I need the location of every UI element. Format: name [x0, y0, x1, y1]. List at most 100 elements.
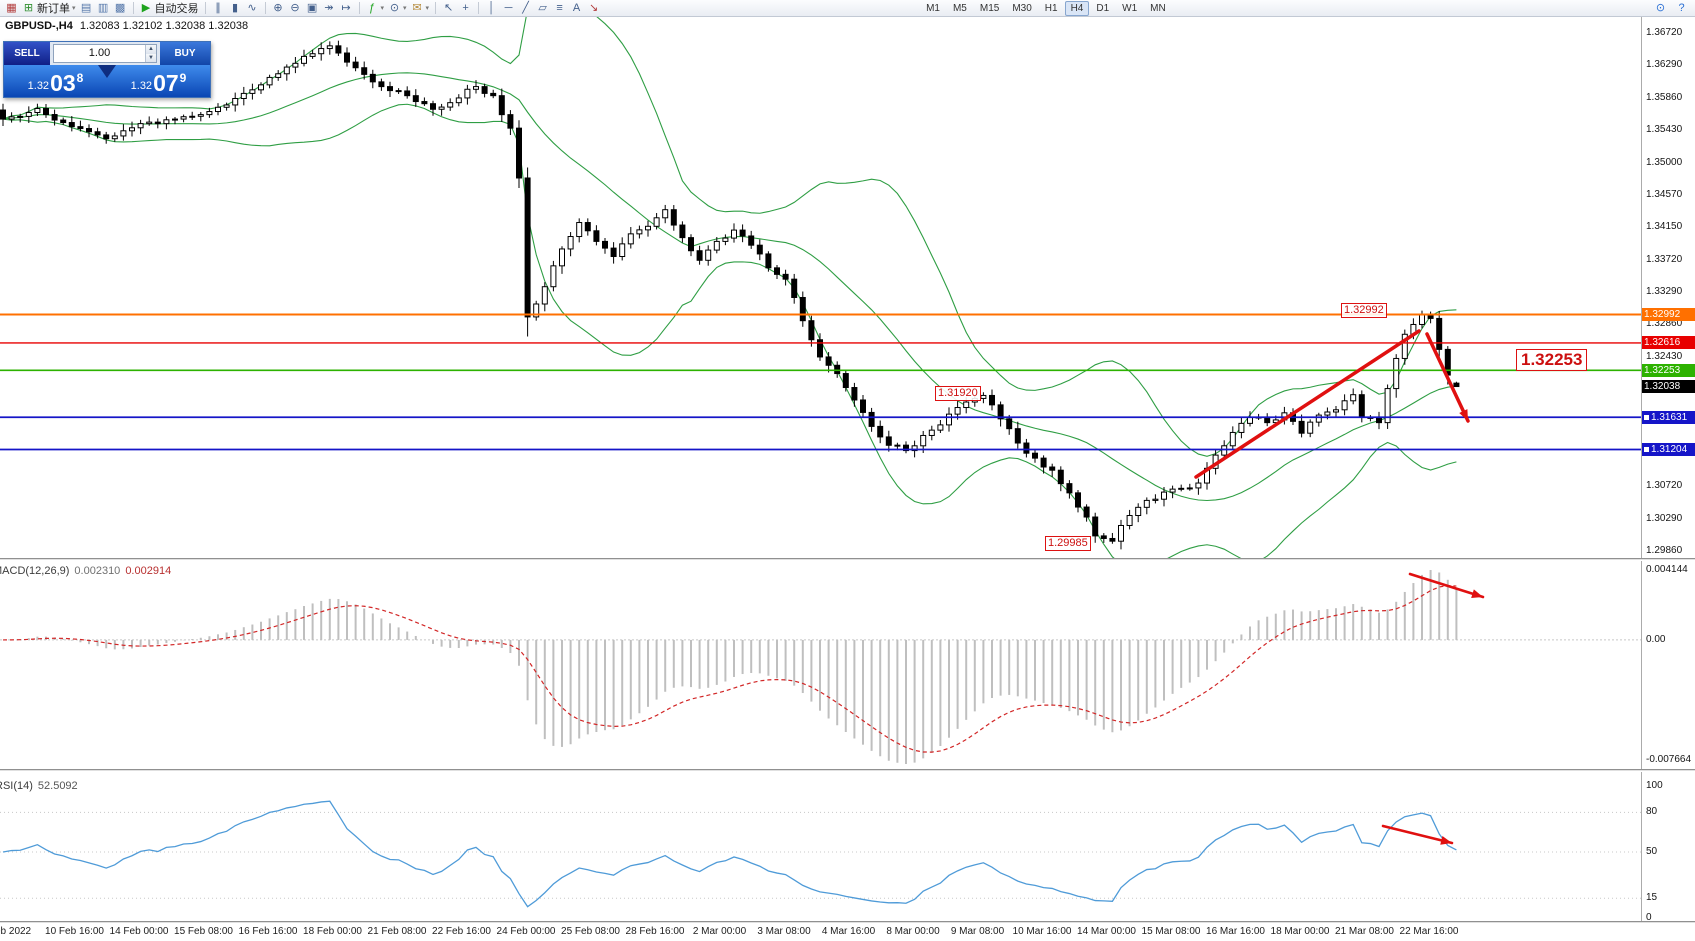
periods-icon[interactable]: ⊙ ▾: [386, 1, 409, 16]
timeframe-button-w1[interactable]: W1: [1122, 2, 1138, 14]
time-axis-label: 18 Feb 00:00: [303, 926, 362, 937]
trendline-icon[interactable]: ╱: [517, 1, 534, 16]
price-level-badge: 1.31204: [1642, 443, 1695, 456]
tile-windows-icon-glyph: ▣: [306, 1, 318, 14]
price-level-badge: 1.32992: [1642, 308, 1695, 321]
macd-value-main: 0.002310: [74, 565, 121, 577]
price-level-badge: 1.31631: [1642, 410, 1695, 424]
equidistant-channel-icon-glyph: ▱: [538, 1, 547, 14]
profiles-icon[interactable]: ▥: [95, 1, 112, 16]
line-chart-icon[interactable]: ∿: [244, 1, 261, 16]
timeframe-button-m30[interactable]: M30: [1012, 2, 1032, 14]
periods-icon-glyph: ⊙: [389, 1, 400, 14]
timeframe-button-m15[interactable]: M15: [979, 2, 1000, 14]
time-axis-label: 10 Feb 16:00: [45, 926, 104, 937]
toolbar-separator: [435, 2, 437, 14]
price-axis[interactable]: 1.36720 1.36290 1.35860 1.35430 1.35000 1.345…: [1641, 17, 1695, 941]
templates-icon-glyph: ✉: [412, 1, 422, 14]
price-axis-label: 1.36290: [1646, 59, 1683, 71]
buy-button[interactable]: BUY: [160, 42, 210, 65]
volume-stepper: ▲ ▼: [145, 45, 156, 62]
fibonacci-icon-glyph: ≡: [556, 1, 563, 14]
auto-trading-button[interactable]: ▶ 自动交易: [138, 1, 201, 16]
timeframe-button-m5[interactable]: M5: [952, 2, 967, 14]
fibonacci-icon[interactable]: ≡: [551, 1, 568, 16]
panel-resize-divider[interactable]: [0, 558, 1695, 561]
volume-value[interactable]: 1.00: [88, 47, 111, 59]
new-order-button-glyph: ⊞: [23, 1, 34, 14]
toolbar-separator: [264, 2, 266, 14]
crosshair-icon[interactable]: +: [457, 1, 474, 16]
indicators-icon[interactable]: ƒ ▾: [364, 1, 387, 16]
time-axis-label: 4 Mar 16:00: [821, 926, 876, 937]
new-order-button-label: 新订单: [37, 3, 70, 15]
time-axis-label: 15 Mar 08:00: [1141, 926, 1201, 937]
time-axis-label: 16 Mar 16:00: [1206, 926, 1265, 937]
chart-window-icon[interactable]: ▤: [78, 1, 95, 16]
time-axis-label: 15 Feb 08:00: [174, 926, 233, 937]
vertical-line-icon-glyph: │: [488, 1, 495, 14]
macd-axis-max: 0.004144: [1646, 564, 1688, 575]
timeframe-button-h1[interactable]: H1: [1044, 2, 1058, 14]
rsi-name: RSI(14): [0, 780, 33, 792]
price-axis-label: 1.29860: [1646, 544, 1683, 556]
price-axis-label: 1.33720: [1646, 253, 1683, 265]
vertical-line-icon[interactable]: │: [483, 1, 500, 16]
sell-button[interactable]: SELL: [4, 42, 50, 65]
chart-shift-icon[interactable]: ↦: [338, 1, 355, 16]
timeframe-button-d1[interactable]: D1: [1096, 2, 1110, 14]
tile-windows-icon[interactable]: ▣: [304, 1, 321, 16]
text-label-icon[interactable]: A: [568, 1, 585, 16]
time-axis-label: 8 Mar 00:00: [886, 926, 940, 937]
candlestick-chart-icon[interactable]: ▮: [227, 1, 244, 16]
buy-price-prefix: 1.32: [130, 80, 153, 92]
rsi-panel[interactable]: [0, 772, 1641, 921]
toolbar-separator: [478, 2, 480, 14]
timeframe-button-m1[interactable]: M1: [926, 2, 940, 14]
timeframe-button-mn[interactable]: MN: [1150, 2, 1166, 14]
time-axis-label: 18 Mar 00:00: [1270, 926, 1330, 937]
profiles-icon-glyph: ▥: [97, 1, 109, 14]
macd-panel[interactable]: [0, 561, 1641, 769]
candlestick-chart-icon-glyph: ▮: [231, 1, 239, 14]
volume-field[interactable]: 1.00 ▲ ▼: [53, 44, 157, 63]
time-axis-label: 3 Mar 08:00: [757, 926, 811, 937]
terminal-icon[interactable]: ▦: [3, 1, 20, 16]
panel-resize-divider[interactable]: [0, 921, 1695, 924]
toolbar-separator: [358, 2, 360, 14]
zoom-out-icon-glyph: ⊖: [290, 1, 300, 14]
horizontal-line-icon[interactable]: ─: [500, 1, 517, 16]
help-icon[interactable]: ?: [1673, 1, 1690, 16]
time-axis[interactable]: Feb 2022 10 Feb 16:00 14 Feb 00:00 15 Feb 0…: [0, 924, 1695, 941]
buy-price[interactable]: 1.32 07 9: [107, 65, 210, 97]
bar-chart-icon[interactable]: ∥: [210, 1, 227, 16]
time-axis-label: 22 Feb 16:00: [432, 926, 491, 937]
sell-price-prefix: 1.32: [27, 80, 50, 92]
candlestick-chart[interactable]: [0, 17, 1641, 559]
panel-resize-divider[interactable]: [0, 769, 1695, 772]
price-axis-label: 1.30290: [1646, 512, 1683, 524]
price-annotation-large: 1.32253: [1516, 349, 1588, 371]
new-order-button[interactable]: ⊞ 新订单 ▾: [20, 1, 78, 16]
search-icon[interactable]: ⊙: [1652, 1, 1669, 16]
arrows-icon[interactable]: ↘: [585, 1, 602, 16]
timeframe-button-h4[interactable]: H4: [1064, 0, 1090, 16]
crosshair-icon-glyph: +: [462, 1, 469, 14]
zoom-out-icon[interactable]: ⊖: [287, 1, 304, 16]
rsi-axis-label: 15: [1646, 892, 1658, 904]
cursor-icon[interactable]: ↖: [440, 1, 457, 16]
arrows-icon-glyph: ↘: [588, 1, 599, 14]
zoom-in-icon-glyph: ⊕: [273, 1, 283, 14]
rsi-value: 52.5092: [37, 780, 78, 792]
chart-window-icon-glyph: ▤: [80, 1, 92, 14]
price-annotation-box: 1.31920: [935, 386, 981, 401]
templates-icon[interactable]: ✉ ▾: [409, 1, 432, 16]
auto-scroll-icon[interactable]: ↠: [321, 1, 338, 16]
volume-increase-button[interactable]: ▲: [146, 45, 156, 54]
price-annotation-box: 1.32992: [1341, 303, 1387, 318]
market-watch-icon[interactable]: ▩: [112, 1, 129, 16]
zoom-in-icon[interactable]: ⊕: [270, 1, 287, 16]
equidistant-channel-icon[interactable]: ▱: [534, 1, 551, 16]
sell-price[interactable]: 1.32 03 8: [4, 65, 107, 97]
volume-decrease-button[interactable]: ▼: [146, 53, 156, 62]
